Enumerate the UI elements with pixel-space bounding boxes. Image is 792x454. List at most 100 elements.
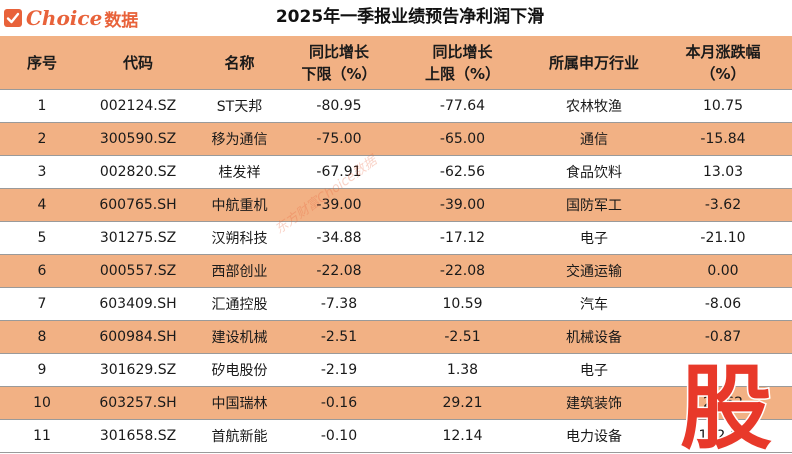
table-row: 6 000557.SZ 西部创业 -22.08 -22.08 交通运输 0.00 [0,254,792,288]
header-name: 名称 [192,36,287,90]
cell-no: 4 [0,188,84,222]
cell-growth-high: -62.56 [391,155,534,189]
cell-growth-high: -17.12 [391,221,534,255]
cell-name: 西部创业 [192,254,287,288]
cell-growth-high: 12.14 [391,419,534,453]
header-growth-low: 同比增长 下限（%） [287,36,391,90]
cell-code: 600984.SH [84,320,192,354]
cell-growth-low: -2.51 [287,320,391,354]
cell-code: 301658.SZ [84,419,192,453]
cell-industry: 通信 [534,122,654,156]
cell-monthly-change: -15.84 [654,122,792,156]
cell-growth-low: -34.88 [287,221,391,255]
header-code: 代码 [84,36,192,90]
cell-growth-low: -39.00 [287,188,391,222]
cell-growth-high: -39.00 [391,188,534,222]
cell-monthly-change: 13.03 [654,155,792,189]
table-row: 5 301275.SZ 汉朔科技 -34.88 -17.12 电子 -21.10 [0,221,792,255]
cell-name: 建设机械 [192,320,287,354]
header-growth-high: 同比增长 上限（%） [391,36,534,90]
cell-industry: 机械设备 [534,320,654,354]
cell-growth-high: -2.51 [391,320,534,354]
cell-no: 1 [0,89,84,123]
cell-name: 汇通控股 [192,287,287,321]
cell-name: 桂发祥 [192,155,287,189]
table-row: 4 600765.SH 中航重机 -39.00 -39.00 国防军工 -3.62 [0,188,792,222]
cell-growth-low: -0.16 [287,386,391,420]
cell-growth-high: 29.21 [391,386,534,420]
table-row: 3 002820.SZ 桂发祥 -67.91 -62.56 食品饮料 13.03 [0,155,792,189]
table-row: 11 301658.SZ 首航新能 -0.10 12.14 电力设备 142.63 [0,419,792,453]
cell-monthly-change: -0.87 [654,320,792,354]
cell-industry: 电力设备 [534,419,654,453]
cell-name: ST天邦 [192,89,287,123]
header-bar: Choice 数据 2025年一季报业绩预告净利润下滑 [0,0,792,36]
cell-name: 移为通信 [192,122,287,156]
cell-growth-high: -65.00 [391,122,534,156]
cell-code: 603257.SH [84,386,192,420]
cell-growth-low: -67.91 [287,155,391,189]
cell-industry: 汽车 [534,287,654,321]
cell-growth-high: -22.08 [391,254,534,288]
cell-no: 6 [0,254,84,288]
table-header-row: 序号 代码 名称 同比增长 下限（%） 同比增长 上限（%） 所属申万行业 本月涨跌… [0,36,792,90]
brand-suffix: 数据 [104,10,139,31]
cell-monthly-change: 26.62 [654,386,792,420]
cell-industry: 电子 [534,221,654,255]
cell-code: 002820.SZ [84,155,192,189]
cell-no: 11 [0,419,84,453]
cell-name: 矽电股份 [192,353,287,387]
cell-code: 000557.SZ [84,254,192,288]
cell-growth-low: -2.19 [287,353,391,387]
cell-name: 首航新能 [192,419,287,453]
cell-no: 7 [0,287,84,321]
cell-no: 10 [0,386,84,420]
cell-industry: 交通运输 [534,254,654,288]
cell-growth-low: -75.00 [287,122,391,156]
cell-growth-high: 1.38 [391,353,534,387]
table-row: 8 600984.SH 建设机械 -2.51 -2.51 机械设备 -0.87 [0,320,792,354]
cell-no: 5 [0,221,84,255]
cell-growth-high: 10.59 [391,287,534,321]
table-row: 9 301629.SZ 矽电股份 -2.19 1.38 电子 [0,353,792,387]
cell-monthly-change: -3.62 [654,188,792,222]
header-industry: 所属申万行业 [534,36,654,90]
cell-industry: 农林牧渔 [534,89,654,123]
cell-code: 301629.SZ [84,353,192,387]
page-title: 2025年一季报业绩预告净利润下滑 [275,7,545,27]
cell-code: 301275.SZ [84,221,192,255]
cell-code: 002124.SZ [84,89,192,123]
cell-industry: 建筑装饰 [534,386,654,420]
cell-monthly-change [654,353,792,387]
cell-no: 3 [0,155,84,189]
brand-name: Choice [26,6,103,30]
cell-name: 汉朔科技 [192,221,287,255]
cell-monthly-change: 0.00 [654,254,792,288]
checkmark-icon [4,9,22,27]
table-row: 7 603409.SH 汇通控股 -7.38 10.59 汽车 -8.06 [0,287,792,321]
table-row: 2 300590.SZ 移为通信 -75.00 -65.00 通信 -15.84 [0,122,792,156]
cell-industry: 食品饮料 [534,155,654,189]
choice-logo: Choice 数据 [4,6,139,31]
cell-growth-high: -77.64 [391,89,534,123]
forecast-table: 序号 代码 名称 同比增长 下限（%） 同比增长 上限（%） 所属申万行业 本月涨跌… [0,36,792,453]
cell-name: 中国瑞林 [192,386,287,420]
cell-industry: 国防军工 [534,188,654,222]
table-row: 10 603257.SH 中国瑞林 -0.16 29.21 建筑装饰 26.62 [0,386,792,420]
header-no: 序号 [0,36,84,90]
cell-growth-low: -22.08 [287,254,391,288]
cell-code: 300590.SZ [84,122,192,156]
cell-monthly-change: 142.63 [654,419,792,453]
cell-no: 9 [0,353,84,387]
cell-monthly-change: -8.06 [654,287,792,321]
cell-growth-low: -80.95 [287,89,391,123]
cell-no: 2 [0,122,84,156]
cell-monthly-change: 10.75 [654,89,792,123]
header-monthly-change: 本月涨跌幅 （%） [654,36,792,90]
cell-growth-low: -7.38 [287,287,391,321]
cell-code: 603409.SH [84,287,192,321]
cell-no: 8 [0,320,84,354]
cell-code: 600765.SH [84,188,192,222]
cell-name: 中航重机 [192,188,287,222]
cell-growth-low: -0.10 [287,419,391,453]
